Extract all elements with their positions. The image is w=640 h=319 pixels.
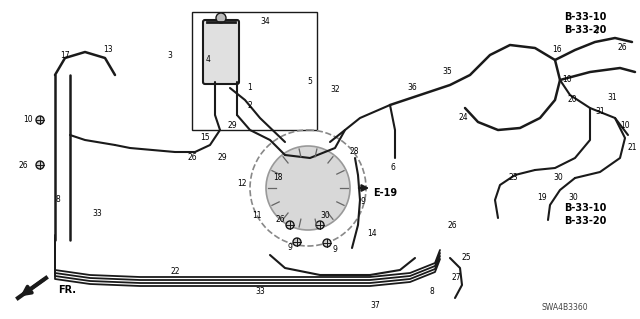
- Text: 27: 27: [452, 273, 461, 283]
- Text: 14: 14: [367, 228, 377, 238]
- Text: 25: 25: [462, 254, 472, 263]
- Text: 36: 36: [407, 84, 417, 93]
- Text: 18: 18: [273, 174, 283, 182]
- Text: 22: 22: [170, 268, 180, 277]
- Text: 31: 31: [607, 93, 617, 101]
- Text: 32: 32: [330, 85, 340, 94]
- Text: 9: 9: [333, 246, 337, 255]
- Text: 7: 7: [595, 27, 600, 36]
- Text: 26: 26: [617, 43, 627, 53]
- Text: 16: 16: [552, 46, 562, 55]
- Text: SWA4B3360: SWA4B3360: [541, 303, 588, 313]
- Text: 33: 33: [92, 209, 102, 218]
- Text: 24: 24: [458, 114, 468, 122]
- Text: 2: 2: [248, 100, 252, 109]
- Text: 29: 29: [217, 153, 227, 162]
- Text: 13: 13: [103, 46, 113, 55]
- Text: E-19: E-19: [373, 188, 397, 198]
- Text: 9: 9: [287, 243, 292, 253]
- Text: 37: 37: [370, 300, 380, 309]
- Text: 26: 26: [447, 220, 457, 229]
- Text: 20: 20: [567, 95, 577, 105]
- Text: 8: 8: [429, 287, 435, 296]
- Text: 10: 10: [562, 76, 572, 85]
- Circle shape: [293, 238, 301, 246]
- FancyBboxPatch shape: [203, 20, 239, 84]
- Text: 3: 3: [168, 50, 172, 60]
- Text: 30: 30: [553, 174, 563, 182]
- Text: 1: 1: [248, 84, 252, 93]
- Circle shape: [316, 221, 324, 229]
- Text: 6: 6: [390, 164, 396, 173]
- Text: 35: 35: [442, 68, 452, 77]
- Text: 30: 30: [568, 194, 578, 203]
- Text: B-33-20: B-33-20: [564, 216, 606, 226]
- Text: 17: 17: [60, 50, 70, 60]
- Text: 30: 30: [320, 211, 330, 219]
- Text: B-33-10: B-33-10: [564, 12, 606, 22]
- Text: 31: 31: [595, 108, 605, 116]
- Text: 33: 33: [255, 287, 265, 296]
- Circle shape: [286, 221, 294, 229]
- Circle shape: [323, 239, 331, 247]
- Text: 29: 29: [227, 121, 237, 130]
- Circle shape: [36, 161, 44, 169]
- Circle shape: [216, 13, 226, 23]
- Text: 8: 8: [55, 196, 60, 204]
- Text: 5: 5: [308, 78, 312, 86]
- Bar: [192, 12, 317, 130]
- Text: 26: 26: [275, 216, 285, 225]
- Text: 9: 9: [360, 197, 365, 206]
- Text: 10: 10: [24, 115, 33, 124]
- Text: B-33-10: B-33-10: [564, 203, 606, 213]
- Text: B-33-20: B-33-20: [564, 25, 606, 35]
- Text: 26: 26: [19, 160, 28, 169]
- Circle shape: [36, 116, 44, 124]
- Text: 21: 21: [627, 144, 637, 152]
- Text: 11: 11: [252, 211, 262, 219]
- Text: 12: 12: [237, 179, 247, 188]
- Circle shape: [266, 146, 350, 230]
- Text: FR.: FR.: [58, 285, 76, 295]
- Text: 34: 34: [260, 18, 270, 26]
- Text: 15: 15: [200, 133, 210, 143]
- Text: 23: 23: [508, 174, 518, 182]
- Text: 19: 19: [537, 194, 547, 203]
- Text: 10: 10: [620, 121, 630, 130]
- Text: 26: 26: [187, 153, 197, 162]
- Text: 28: 28: [349, 147, 359, 157]
- Text: 4: 4: [205, 56, 211, 64]
